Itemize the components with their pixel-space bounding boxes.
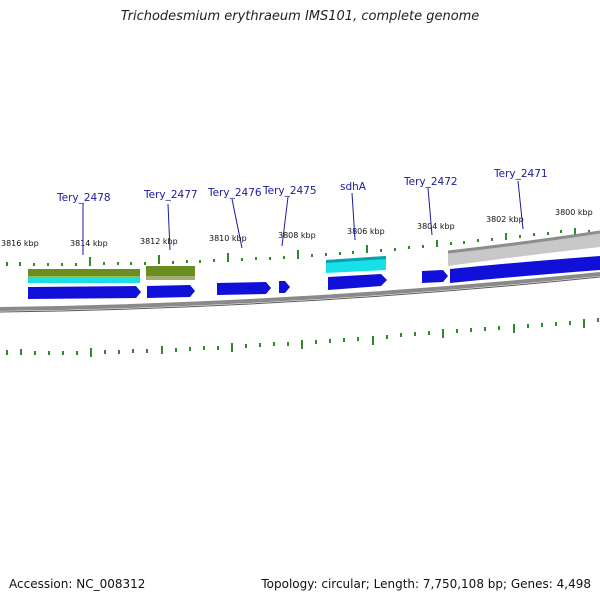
scale-label: 3806 kbp	[347, 227, 385, 236]
leader-line	[231, 198, 243, 249]
gene-arrow[interactable]	[28, 286, 141, 299]
cyan-feature	[28, 278, 140, 283]
scale-label: 3810 kbp	[209, 234, 247, 243]
gene-label[interactable]: Tery_2471	[493, 168, 548, 180]
olive-feature-gloss	[146, 276, 195, 280]
scale-labels: 3816 kbp 3814 kbp 3812 kbp 3810 kbp 3808…	[1, 208, 593, 248]
gene-arrows	[28, 256, 600, 299]
gene-arrow[interactable]	[217, 282, 271, 295]
gene-arrow[interactable]	[328, 274, 387, 290]
genome-backbone	[0, 272, 600, 311]
accession-text: Accession: NC_008312	[9, 577, 146, 591]
gene-label[interactable]: Tery_2475	[262, 185, 317, 197]
gene-arrow[interactable]	[450, 256, 600, 283]
scale-label: 3802 kbp	[486, 215, 524, 224]
label-leaders	[82, 180, 524, 255]
scale-label: 3800 kbp	[555, 208, 593, 217]
leader-line	[427, 187, 433, 236]
gene-arrow[interactable]	[422, 270, 448, 283]
map-title: Trichodesmium erythraeum IMS101, complet…	[120, 9, 480, 24]
scale-label: 3808 kbp	[278, 231, 316, 240]
scale-label: 3804 kbp	[417, 222, 455, 231]
olive-feature	[28, 269, 140, 276]
leader-line	[281, 196, 289, 247]
leader-line	[167, 203, 171, 251]
inner-tick-track	[6, 318, 599, 357]
gene-labels: Tery_2478 Tery_2477 Tery_2476 Tery_2475 …	[56, 168, 548, 204]
gene-label[interactable]: Tery_2478	[56, 192, 111, 204]
gray-feature-band-edge	[447, 230, 600, 254]
leader-line	[351, 192, 356, 241]
gene-label[interactable]: Tery_2477	[143, 189, 198, 201]
gene-label[interactable]: Tery_2476	[207, 187, 262, 199]
gene-arrow[interactable]	[147, 285, 195, 298]
leader-line	[517, 180, 524, 230]
olive-feature	[146, 266, 195, 276]
genome-summary-text: Topology: circular; Length: 7,750,108 bp…	[261, 577, 591, 591]
gene-label[interactable]: sdhA	[340, 181, 367, 193]
gray-feature-band	[448, 232, 600, 266]
cyan-feature-top	[326, 256, 386, 263]
scale-label: 3812 kbp	[140, 237, 178, 246]
outer-tick-track	[6, 228, 590, 266]
genome-backbone-shadow	[0, 276, 600, 313]
gene-arrow[interactable]	[279, 281, 290, 293]
olive-feature-gloss	[28, 276, 140, 279]
scale-label: 3814 kbp	[70, 239, 108, 248]
scale-label: 3816 kbp	[1, 239, 39, 248]
gene-label[interactable]: Tery_2472	[403, 176, 458, 188]
